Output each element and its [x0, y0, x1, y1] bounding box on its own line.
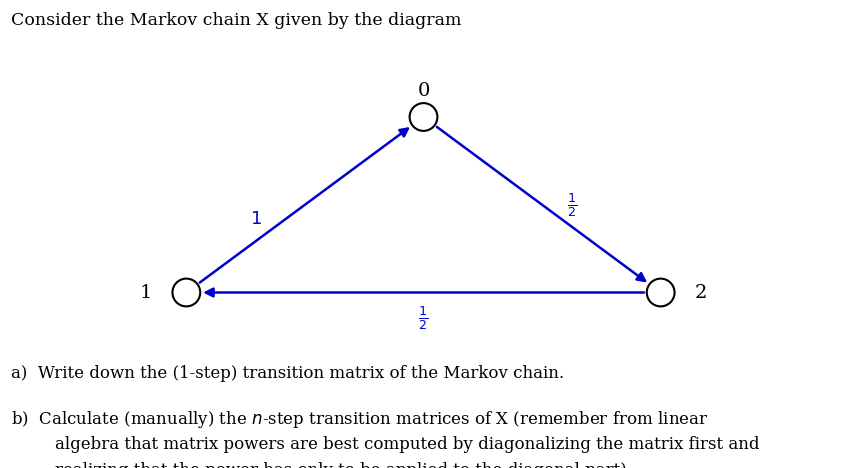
Text: 1: 1 — [140, 284, 152, 301]
Text: $\frac{1}{2}$: $\frac{1}{2}$ — [567, 191, 577, 219]
Text: $\frac{1}{2}$: $\frac{1}{2}$ — [418, 304, 429, 332]
Text: algebra that matrix powers are best computed by diagonalizing the matrix first a: algebra that matrix powers are best comp… — [55, 436, 760, 453]
Text: $1$: $1$ — [251, 210, 263, 228]
Text: a)  Write down the (1-step) transition matrix of the Markov chain.: a) Write down the (1-step) transition ma… — [11, 365, 564, 382]
Ellipse shape — [410, 103, 437, 131]
Ellipse shape — [173, 278, 200, 307]
Ellipse shape — [647, 278, 674, 307]
Text: b)  Calculate (manually) the $n$-step transition matrices of X (remember from li: b) Calculate (manually) the $n$-step tra… — [11, 410, 708, 431]
Text: realizing that the power has only to be applied to the diagonal part).: realizing that the power has only to be … — [55, 462, 632, 468]
Text: 2: 2 — [695, 284, 707, 301]
Text: Consider the Markov chain X given by the diagram: Consider the Markov chain X given by the… — [11, 12, 462, 29]
Text: 0: 0 — [418, 82, 429, 100]
